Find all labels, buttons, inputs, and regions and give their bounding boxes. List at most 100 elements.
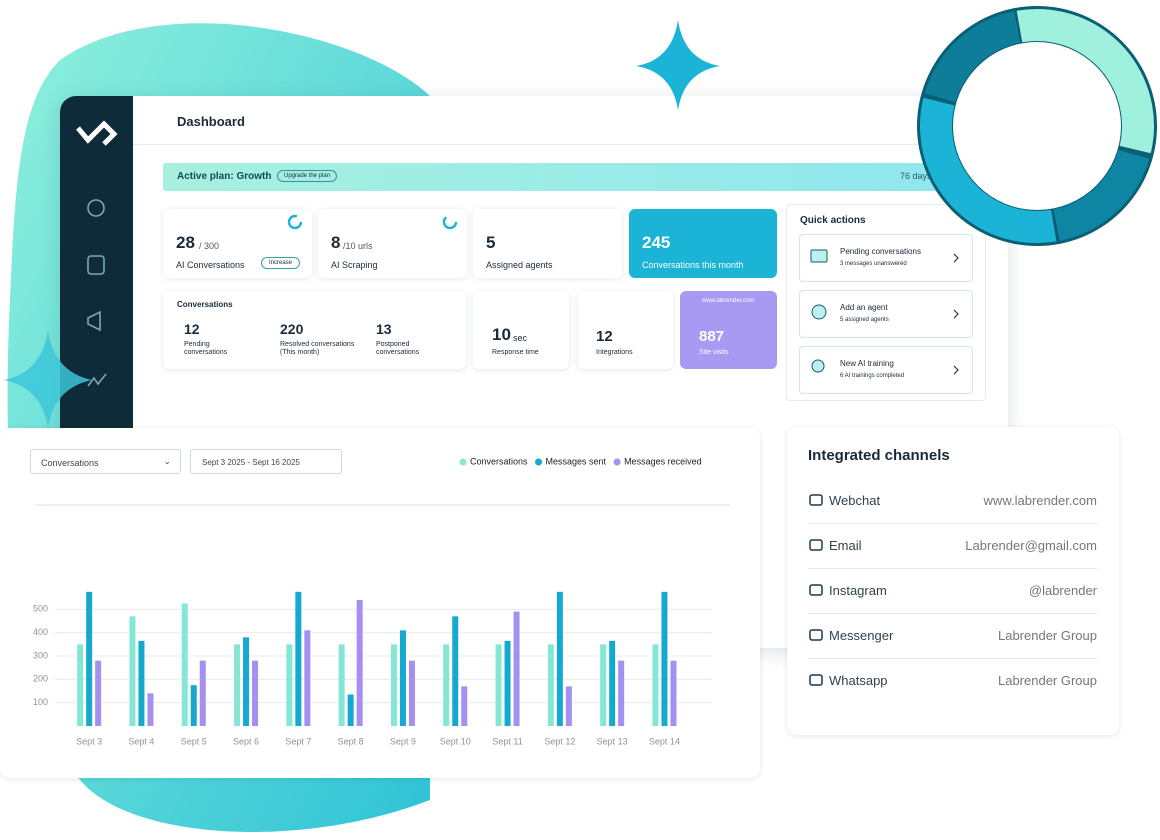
y-tick-label: 400 [33, 627, 48, 637]
stat-label: Assigned agents [486, 260, 553, 270]
card-title: Quick actions [800, 215, 866, 226]
date-picker[interactable]: Sept 3 2025 - Sept 16 2025 [190, 449, 342, 474]
bar [129, 616, 136, 726]
integrations-card: 12 Integrations [578, 291, 673, 369]
bar [295, 591, 302, 726]
metric-dropdown[interactable]: Conversations ⌄ [30, 449, 181, 474]
stat-label: Conversations this month [642, 260, 744, 270]
stat-card: 28 / 300 AI Conversations Increase [163, 209, 312, 278]
action-subtitle: 5 assigned agents [840, 317, 889, 323]
card-title: Integrated channels [808, 447, 950, 464]
channel-row: Whatsapp Labrender Group [808, 658, 1097, 703]
x-tick-label: Sept 11 [492, 736, 522, 746]
bar [600, 644, 607, 726]
bar [443, 644, 450, 726]
action-title: Add an agent [840, 303, 888, 312]
x-tick-label: Sept 13 [597, 736, 628, 746]
icon [87, 373, 107, 387]
legend-swatch [613, 458, 621, 466]
upgrade-button[interactable]: Upgrade the plan [277, 170, 338, 182]
channel-row: Email Labrender@gmail.com [808, 523, 1097, 569]
chevron: ⌄ [163, 456, 171, 466]
bar [147, 693, 154, 726]
plan-label: Active plan: Growth [177, 171, 272, 182]
stat-value: 8 [331, 233, 341, 252]
legend-label: Conversations [470, 456, 528, 466]
logo [76, 120, 118, 146]
bar [181, 603, 188, 726]
increase-button[interactable]: Increase [261, 257, 301, 269]
channel-name: Messenger [829, 628, 894, 643]
channel-icon [809, 584, 823, 596]
action-title: Pending conversations [840, 247, 921, 256]
conversations-card: Conversations 12 Pending conversations 2… [163, 291, 466, 369]
site-card: www.labrender.com 887 Site visits [680, 291, 777, 369]
stat-label: Postponed conversations [376, 341, 420, 356]
channel-value: Labrender Group [997, 673, 1097, 688]
y-tick-label: 300 [33, 650, 48, 660]
card-title: Conversations [177, 300, 233, 309]
x-tick-label: Sept 3 [76, 736, 102, 746]
legend-swatch [535, 458, 543, 466]
channel-value: www.labrender.com [983, 493, 1097, 508]
channel-name: Webchat [829, 493, 881, 508]
bar [252, 660, 259, 726]
site-url: www.labrender.com [702, 298, 755, 304]
bar [338, 644, 345, 726]
channel-row: Webchat www.labrender.com [808, 478, 1097, 524]
stat-label: Integrations [596, 349, 633, 356]
y-tick-label: 500 [33, 604, 48, 614]
stat-label: Response time [492, 349, 539, 356]
action-icons [810, 249, 959, 375]
stat-label: Resolved conversations (This month) [280, 341, 355, 356]
header-title: Dashboard [177, 114, 245, 129]
bar [452, 616, 459, 726]
x-tick-label: Sept 14 [649, 736, 680, 746]
channel-icon [809, 629, 823, 641]
bar [199, 660, 206, 726]
stat-value: 10 [492, 325, 511, 344]
x-tick-label: Sept 7 [285, 736, 311, 746]
stat-label: Site visits [699, 349, 729, 356]
x-tick-label: Sept 5 [181, 736, 207, 746]
x-tick-label: Sept 10 [440, 736, 471, 746]
channel-name: Instagram [829, 583, 887, 598]
action-subtitle: 6 AI trainings completed [840, 373, 905, 379]
stat-unit: / 300 [199, 241, 220, 251]
bar [286, 644, 293, 726]
bar [190, 685, 197, 726]
y-tick-label: 200 [33, 674, 48, 684]
dropdown-label: Conversations [41, 458, 99, 468]
action-title: New AI training [840, 359, 894, 368]
stat-value: 220 [280, 321, 304, 337]
icon [87, 310, 101, 332]
plan-days: 76 days [900, 171, 932, 181]
stat-value: 13 [376, 321, 392, 337]
bar [461, 686, 468, 726]
stat-value: 12 [596, 328, 613, 345]
bar [347, 694, 354, 726]
chart: 100 200 300 400 500 Conversations Messages sen… [33, 456, 730, 746]
quick-action[interactable]: New AI training 6 AI trainings completed [799, 346, 973, 394]
response-card: 10 sec Response time [473, 291, 569, 369]
action-subtitle: 3 messages unanswered [840, 261, 907, 267]
bar [304, 630, 311, 726]
legend-swatch [459, 458, 467, 466]
bar [504, 640, 511, 726]
bar [234, 644, 241, 726]
x-tick-label: Sept 12 [544, 736, 575, 746]
x-tick-label: Sept 6 [233, 736, 259, 746]
progress-icon [287, 214, 303, 230]
icon [87, 199, 105, 217]
bar [670, 660, 677, 726]
x-tick-label: Sept 9 [390, 736, 416, 746]
bar [390, 644, 397, 726]
bar [399, 630, 406, 726]
legend-label: Messages sent [546, 456, 607, 466]
stat-label: AI Conversations [176, 260, 245, 270]
channel-name: Email [829, 538, 862, 553]
quick-action[interactable]: Add an agent 5 assigned agents [799, 290, 973, 338]
bar [408, 660, 415, 726]
bar [609, 640, 616, 726]
bar [86, 591, 93, 726]
